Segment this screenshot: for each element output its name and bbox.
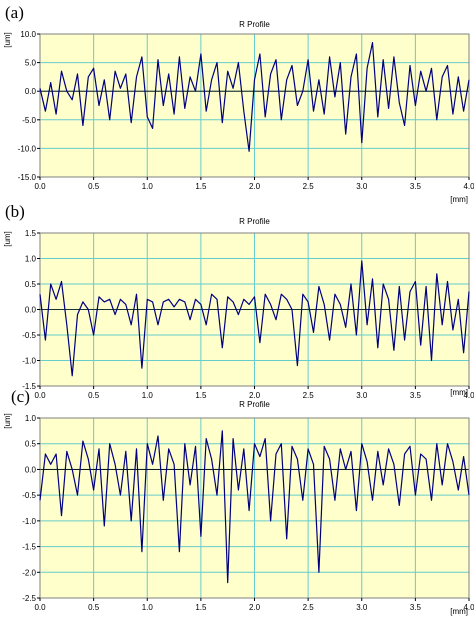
panel-c: 1.0 0.5 0.0 -0.5 -1.0 -1.5 -2.0 -2.5 0.0 0.5 1.0 1.… — [0, 387, 474, 617]
panel-label: (b) — [5, 202, 25, 221]
x-tick-label: 2.5 — [303, 603, 315, 612]
y-tick-label: 0.5 — [25, 440, 37, 449]
y-tick-label: 0.0 — [25, 465, 37, 474]
x-tick-label: 3.0 — [356, 182, 368, 191]
y-tick-label: -0.5 — [22, 491, 36, 500]
x-tick-label: 1.0 — [142, 603, 154, 612]
y-tick-label: -1.5 — [22, 543, 36, 552]
x-tick-label: 2.5 — [303, 391, 315, 400]
y-tick-label: -1.0 — [22, 357, 36, 366]
x-tick-label: 3.0 — [356, 391, 368, 400]
x-tick-label: 0.0 — [34, 182, 46, 191]
profile-line — [39, 430, 470, 584]
x-tick-label: 1.0 — [142, 182, 154, 191]
y-tick-label: 1.0 — [25, 414, 37, 423]
x-tick-label: 0.5 — [88, 391, 100, 400]
y-tick-label: 0.0 — [25, 306, 37, 315]
profile-line — [39, 41, 470, 152]
chart-a: 10.05.00.0-5.0-10.0-15.00.0 0.5 1.0 1.5 2.0 2… — [3, 20, 474, 204]
chart-title: R Profile — [239, 20, 270, 29]
x-axis-label: [mm] — [450, 195, 468, 204]
x-tick-label: 3.0 — [356, 603, 368, 612]
y-tick-label: -5.0 — [22, 116, 36, 125]
y-tick-label: 0.0 — [25, 87, 37, 96]
panel-a: 10.0 5.0 0.0 -5.0 -10.0 -15.0 0.0 0.5 1.0 1.5 2.0 2… — [0, 0, 474, 205]
x-tick-label: 4.0 — [463, 182, 474, 191]
x-tick-label: 3.5 — [410, 182, 422, 191]
x-tick-label: 1.5 — [195, 603, 207, 612]
x-tick-label: 0.0 — [34, 391, 46, 400]
x-tick-label: 1.0 — [142, 391, 154, 400]
panel-b: 1.5 1.0 0.5 0.0 -0.5 -1.0 -1.5 0.0 0.5 1.0 1.5 2.0 2… — [0, 202, 474, 400]
x-axis-label: [mm] — [450, 607, 468, 616]
x-tick-label: 3.5 — [410, 603, 422, 612]
x-tick-label: 1.5 — [195, 391, 207, 400]
chart-title: R Profile — [239, 217, 270, 226]
y-tick-label: -2.0 — [22, 568, 36, 577]
x-tick-label: 1.5 — [195, 182, 207, 191]
y-tick-label: -1.0 — [22, 517, 36, 526]
x-tick-label: 2.5 — [303, 182, 315, 191]
y-tick-label: -2.5 — [22, 594, 36, 603]
x-tick-label: 4.0 — [463, 391, 474, 400]
x-tick-label: 0.5 — [88, 603, 100, 612]
chart-title: R Profile — [239, 400, 270, 409]
x-tick-label: 4.0 — [463, 603, 474, 612]
y-tick-label: -1.5 — [22, 382, 36, 391]
y-tick-label: -15.0 — [18, 173, 37, 182]
y-tick-label: 10.0 — [20, 30, 36, 39]
x-tick-label: 2.0 — [249, 182, 261, 191]
chart-b: 1.51.00.50.0-0.5-1.0-1.50.0 0.5 1.0 1.5 2.0 2… — [3, 217, 474, 400]
profile-line — [39, 260, 470, 377]
y-tick-label: 5.0 — [25, 59, 37, 68]
y-axis-label: [um] — [3, 413, 12, 429]
chart-c: 1.00.50.0-0.5-1.0-1.5-2.0-2.50.0 0.5 1.0 1.… — [3, 400, 474, 616]
y-tick-label: -10.0 — [18, 144, 37, 153]
y-tick-label: 1.0 — [25, 255, 37, 264]
panel-label: (c) — [11, 387, 30, 406]
x-tick-label: 3.5 — [410, 391, 422, 400]
x-tick-label: 2.0 — [249, 391, 261, 400]
y-tick-label: 1.5 — [25, 229, 37, 238]
x-tick-label: 2.0 — [249, 603, 261, 612]
x-tick-label: 0.5 — [88, 182, 100, 191]
y-axis-label: [um] — [3, 231, 12, 247]
x-tick-label: 0.0 — [34, 603, 46, 612]
x-axis-label: [mm] — [450, 388, 468, 397]
y-axis-label: [um] — [3, 32, 12, 48]
y-tick-label: 0.5 — [25, 280, 37, 289]
panel-label: (a) — [5, 3, 24, 22]
y-tick-label: -0.5 — [22, 331, 36, 340]
